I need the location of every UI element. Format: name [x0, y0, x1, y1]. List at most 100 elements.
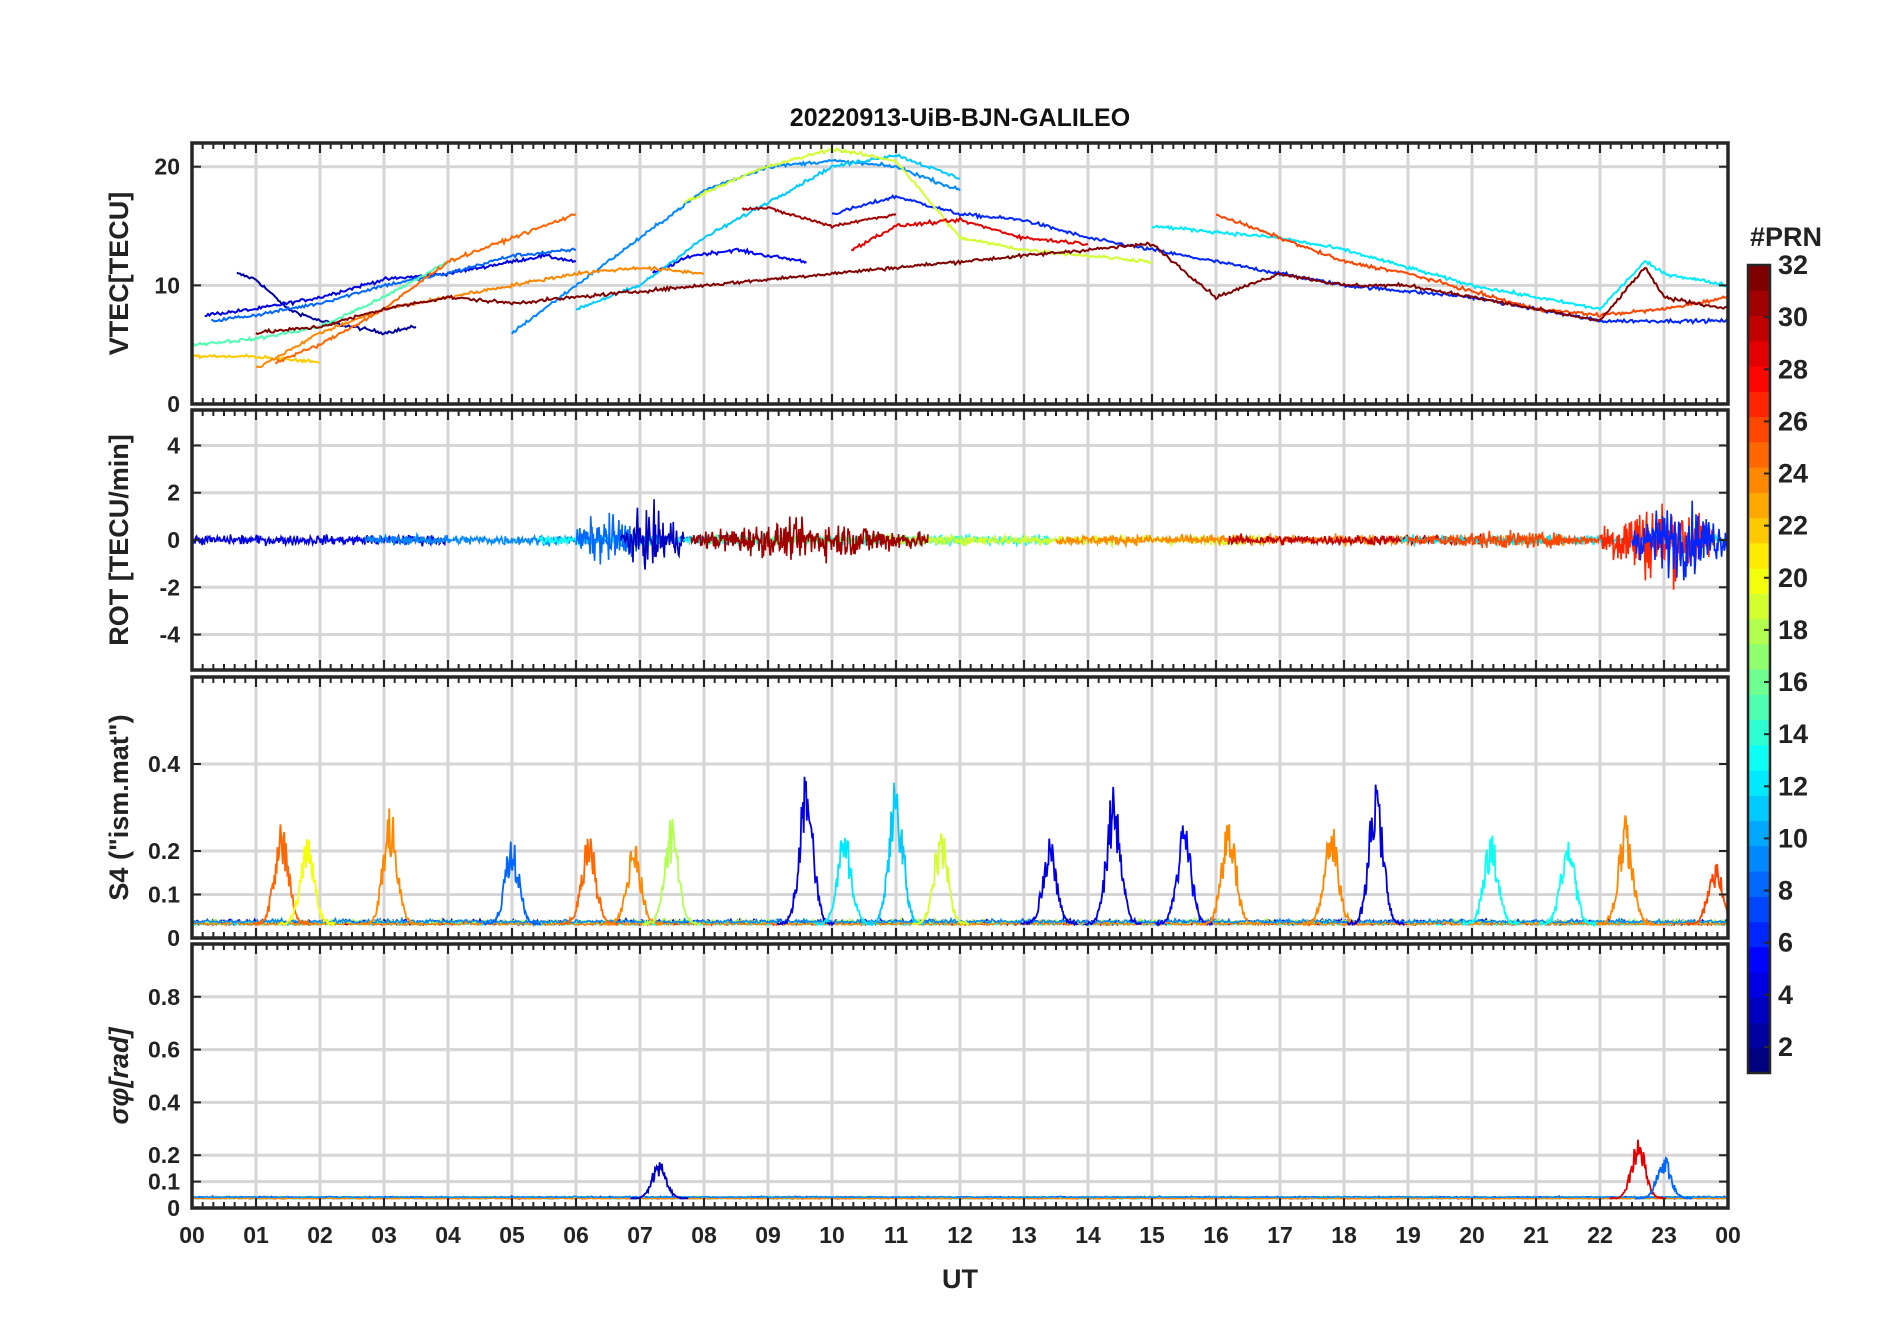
- vtec-series-prn-26: [1215, 213, 1728, 318]
- vtec-series-prn-22: [192, 353, 320, 364]
- colorbar-segment: [1748, 618, 1770, 645]
- colorbar-tick-label: 30: [1778, 302, 1808, 332]
- x-tick-label: 12: [947, 1222, 973, 1248]
- x-tick-label: 03: [371, 1222, 397, 1248]
- chart-title: 20220913-UiB-BJN-GALILEO: [790, 104, 1130, 132]
- s4-peak-prn-4: [1346, 784, 1405, 926]
- sigma-peak-prn-3: [629, 1162, 689, 1200]
- vtec-series-prn-8: [210, 247, 577, 323]
- x-tick-label: 02: [307, 1222, 333, 1248]
- s4-peak-prn-19: [911, 833, 969, 927]
- vtec-series-prn-2: [236, 271, 417, 336]
- colorbar-segment: [1748, 972, 1770, 998]
- colorbar-segment: [1748, 694, 1770, 721]
- sigma-baseline-prn-9: [192, 1194, 1728, 1199]
- s4-peak-prn-4: [776, 776, 836, 927]
- s4-peak-prn-5: [1155, 825, 1213, 927]
- colorbar-tick-label: 28: [1778, 354, 1808, 384]
- colorbar-segment: [1748, 492, 1770, 519]
- s4-peak-prn-25: [252, 824, 310, 927]
- s4-peak-prn-24: [1199, 824, 1257, 927]
- colorbar-segment: [1748, 795, 1770, 822]
- colorbar-frame: [1746, 263, 1772, 1075]
- colorbar-tick-label: 32: [1778, 250, 1808, 280]
- vtec-series-prn-5: [652, 247, 807, 275]
- colorbar-tick-label: 2: [1778, 1032, 1793, 1062]
- x-tick-label: 22: [1587, 1222, 1613, 1248]
- colorbar-segment: [1748, 896, 1770, 923]
- x-tick-label: 01: [243, 1222, 269, 1248]
- y-tick-label: 0: [167, 925, 180, 951]
- s4-peak-prn-4: [1020, 838, 1079, 927]
- colorbar-segment: [1748, 568, 1770, 594]
- colorbar-segment: [1748, 1047, 1770, 1074]
- sigma-peak-prn-29: [1609, 1139, 1667, 1200]
- colorbar-segment: [1748, 340, 1770, 367]
- x-tick-label: 19: [1395, 1222, 1421, 1248]
- colorbar-segment: [1748, 542, 1770, 569]
- vtec-series-prn-29: [850, 216, 1089, 252]
- colorbar-segment: [1748, 669, 1770, 695]
- colorbar-tick-label: 16: [1778, 667, 1808, 697]
- x-tick-label: 15: [1139, 1222, 1165, 1248]
- series-group: [192, 146, 1728, 369]
- x-tick-label: 21: [1523, 1222, 1549, 1248]
- sigma-peak-prn-8: [1634, 1156, 1693, 1200]
- colorbar-segment: [1748, 643, 1770, 670]
- y-tick-label: 0: [167, 527, 180, 553]
- colorbar-segment: [1748, 517, 1770, 544]
- y-axis-label-s4: S4 ("ism.mat"): [104, 714, 134, 900]
- colorbar-tick-label: 24: [1778, 459, 1808, 489]
- y-tick-label: -2: [160, 574, 180, 600]
- s4-baseline-prn-24: [192, 918, 1728, 927]
- colorbar-segment: [1748, 921, 1770, 948]
- colorbar-segment: [1748, 391, 1770, 418]
- x-tick-label: 11: [884, 1222, 909, 1248]
- x-tick-label: 16: [1203, 1222, 1229, 1248]
- y-tick-label: -4: [160, 622, 181, 648]
- s4-peak-prn-4: [1084, 786, 1142, 926]
- x-tick-label: 20: [1459, 1222, 1485, 1248]
- s4-peak-prn-13: [1461, 835, 1520, 927]
- colorbar-label: #PRN: [1750, 222, 1822, 252]
- vtec-series-prn-4: [204, 252, 577, 318]
- colorbar-segment: [1748, 467, 1770, 493]
- x-tick-label: 18: [1331, 1222, 1357, 1248]
- s4-peak-prn-20: [277, 838, 336, 927]
- y-axis-label-vtec: VTEC[TECU]: [104, 192, 134, 356]
- rot-series-prn-6: [1631, 500, 1728, 581]
- y-tick-label: 0.2: [148, 838, 180, 864]
- x-tick-label: 07: [627, 1222, 653, 1248]
- y-axis-label-sigma: σφ[rad]: [104, 1027, 134, 1125]
- x-tick-label: 00: [179, 1222, 205, 1248]
- s4-peak-prn-18: [642, 818, 702, 926]
- s4-peak-prn-12: [815, 837, 874, 927]
- x-tick-label: 13: [1011, 1222, 1037, 1248]
- y-tick-label: 0.2: [148, 1142, 180, 1168]
- y-tick-label: 0.4: [148, 751, 180, 777]
- x-tick-label: 04: [435, 1222, 461, 1248]
- colorbar-tick-label: 22: [1778, 511, 1808, 541]
- s4-peak-prn-24: [1301, 828, 1360, 928]
- x-tick-label: 10: [819, 1222, 845, 1248]
- y-tick-label: 0.6: [148, 1037, 180, 1063]
- vtec-series-prn-12: [1151, 224, 1728, 312]
- rot-series-prn-26: [1407, 529, 1601, 549]
- vtec-series-prn-32: [255, 241, 1728, 336]
- colorbar-segment: [1748, 315, 1770, 342]
- vtec-series-prn-19: [683, 146, 1153, 265]
- rot-series-prn-3: [620, 499, 686, 570]
- panel-vtec: 0 10 20 VTEC[TECU]: [104, 141, 1730, 417]
- colorbar-tick-label: 6: [1778, 928, 1793, 958]
- colorbar-tick-label: 4: [1778, 980, 1793, 1010]
- colorbar-segment: [1748, 265, 1770, 291]
- x-tick-label: 17: [1267, 1222, 1293, 1248]
- y-axis-label-rot: ROT [TECU/min]: [104, 434, 134, 645]
- s4-peak-prn-24: [604, 845, 664, 927]
- y-tick-label: 10: [154, 272, 180, 298]
- panel-sigma: 00.10.2 0.4 0.6 0.8 σφ[rad] 00 01 02 03 04 05 06 07 0…: [104, 942, 1741, 1248]
- x-tick-label: 00: [1715, 1222, 1741, 1248]
- colorbar-tick-label: 18: [1778, 615, 1808, 645]
